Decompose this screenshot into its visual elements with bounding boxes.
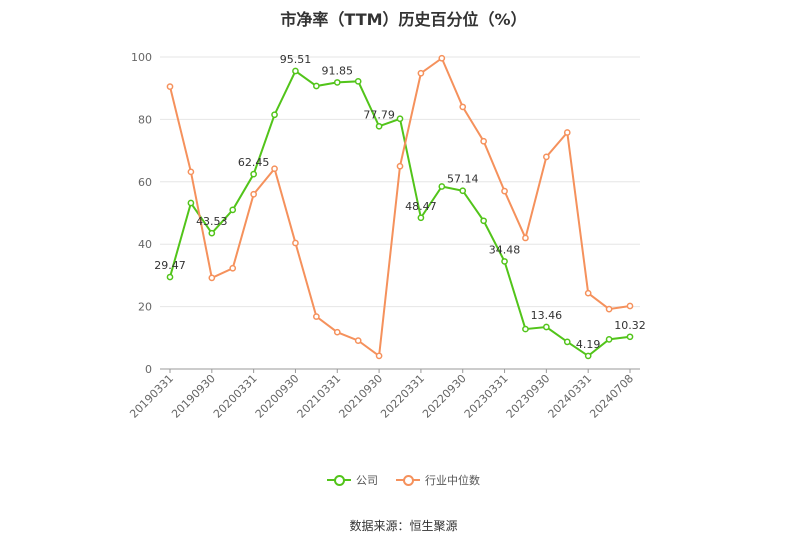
data-point-company	[208, 229, 216, 237]
x-tick-label: 20210930	[336, 372, 385, 421]
x-tick-label: 20230930	[504, 372, 553, 421]
data-point-company	[187, 199, 195, 207]
data-point-company	[250, 170, 257, 178]
x-tick-label: 20240331	[546, 372, 595, 421]
data-point-industry-median	[271, 165, 278, 173]
data-label: 91.85	[322, 64, 354, 77]
data-point-industry-median	[396, 162, 404, 170]
data-point-company	[584, 352, 592, 360]
legend-item-company[interactable]: 公司	[327, 472, 378, 488]
data-point-company	[605, 336, 613, 343]
data-label: 34.48	[489, 243, 521, 256]
x-tick-label: 20190930	[169, 372, 218, 421]
data-point-industry-median	[166, 83, 174, 90]
legend-label-company: 公司	[356, 474, 378, 487]
data-point-company	[354, 77, 362, 85]
data-labels: 29.47 43.53 62.45 95.51 91.85 77.79 48.47 57.14…	[154, 53, 646, 351]
data-point-company	[417, 214, 425, 222]
legend-label-industry-median: 行业中位数	[425, 474, 480, 487]
data-point-company	[501, 258, 508, 265]
y-tick-label: 60	[138, 176, 152, 189]
y-tick-label: 80	[138, 113, 152, 126]
data-point-industry-median	[563, 129, 571, 136]
data-label: 95.51	[280, 53, 312, 66]
x-tick-label: 20200930	[253, 372, 302, 421]
data-point-industry-median	[459, 103, 467, 111]
data-point-industry-median	[187, 168, 195, 176]
x-tick-label: 20210331	[295, 372, 344, 421]
data-point-industry-median	[354, 337, 362, 344]
data-point-industry-median	[229, 264, 237, 272]
data-point-company	[480, 217, 487, 225]
data-point-industry-median	[480, 137, 487, 145]
x-tick-label: 20220331	[378, 372, 427, 421]
data-label: 48.47	[405, 200, 437, 213]
data-point-company	[543, 323, 550, 331]
y-tick-label: 100	[131, 51, 152, 64]
data-point-industry-median	[543, 153, 550, 161]
data-point-company	[626, 333, 634, 341]
data-label: 4.19	[576, 338, 601, 351]
data-point-company	[333, 79, 341, 86]
data-point-company	[396, 115, 404, 123]
data-point-company	[375, 122, 383, 130]
data-label: 57.14	[447, 173, 479, 186]
y-tick-label: 0	[145, 363, 152, 376]
y-tick-label: 40	[138, 238, 152, 251]
series-lines	[166, 54, 634, 360]
data-point-industry-median	[605, 305, 613, 313]
data-point-company	[438, 183, 446, 190]
data-point-company	[271, 111, 278, 119]
data-point-industry-median	[375, 352, 383, 360]
data-point-industry-median	[208, 274, 216, 282]
y-tick-label: 20	[138, 301, 152, 314]
x-tick-label: 20190331	[127, 372, 176, 421]
legend: 公司 行业中位数	[0, 472, 807, 488]
data-point-company	[166, 273, 174, 281]
x-tick-label: 20200331	[211, 372, 260, 421]
data-point-company	[292, 67, 299, 75]
data-point-company	[522, 325, 529, 333]
legend-swatch-industry-median	[396, 473, 420, 487]
x-tick-label: 20220930	[420, 372, 469, 421]
source-note: 数据来源：恒生聚源	[349, 519, 458, 533]
data-label: 10.32	[614, 319, 646, 332]
data-label: 13.46	[531, 309, 563, 322]
data-point-industry-median	[438, 54, 446, 62]
data-label: 43.53	[196, 215, 228, 228]
data-point-company	[563, 338, 571, 346]
data-point-industry-median	[522, 234, 529, 242]
data-point-industry-median	[417, 69, 425, 77]
data-point-company	[313, 82, 320, 90]
x-tick-label: 20240708	[587, 372, 636, 421]
data-point-industry-median	[292, 239, 299, 247]
data-label: 62.45	[238, 156, 270, 169]
data-label: 77.79	[363, 108, 395, 121]
data-point-industry-median	[313, 313, 320, 320]
data-label: 29.47	[154, 259, 186, 272]
data-point-industry-median	[626, 302, 634, 310]
data-point-industry-median	[333, 328, 341, 336]
legend-swatch-company	[327, 473, 351, 487]
data-point-industry-median	[584, 289, 592, 297]
chart-title: 市净率（TTM）历史百分位（%）	[280, 10, 527, 29]
x-tick-label: 20230331	[462, 372, 511, 421]
data-point-company	[229, 206, 237, 214]
data-point-company	[459, 187, 467, 195]
data-point-industry-median	[250, 190, 257, 198]
data-point-industry-median	[501, 187, 508, 195]
legend-item-industry-median[interactable]: 行业中位数	[396, 472, 480, 488]
